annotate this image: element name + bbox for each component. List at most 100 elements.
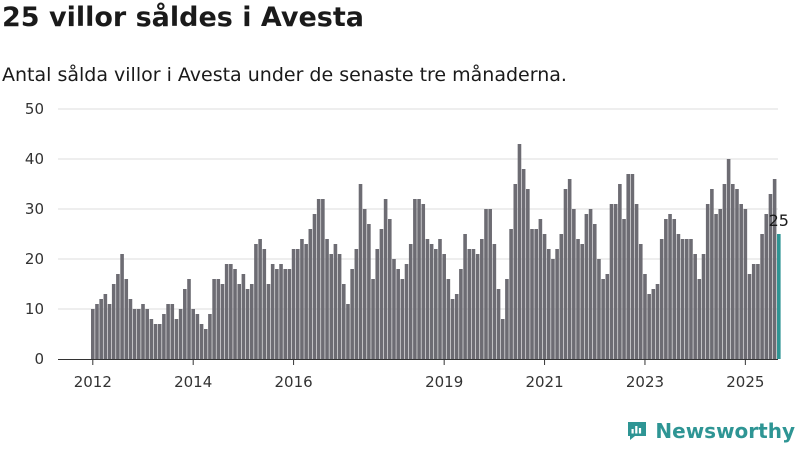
bar (521, 169, 526, 359)
bar (572, 209, 576, 359)
bar (613, 204, 618, 359)
bar (408, 244, 413, 359)
bar (162, 314, 166, 359)
bar (459, 269, 463, 359)
bar (308, 229, 313, 359)
highlight-value-label: 25 (769, 211, 789, 230)
bar (145, 309, 149, 359)
bar (120, 254, 124, 359)
bar (500, 319, 505, 359)
bar (295, 249, 300, 359)
bar (132, 309, 137, 359)
bar (191, 309, 195, 359)
bar (684, 239, 689, 359)
bar (224, 264, 229, 359)
bar (509, 229, 513, 359)
bar (751, 264, 756, 359)
bar (697, 279, 702, 359)
x-tick-label: 2023 (626, 373, 664, 391)
bar (756, 264, 760, 359)
bar (329, 254, 334, 359)
bar (187, 279, 191, 359)
x-tick-label: 2025 (726, 373, 764, 391)
bar (149, 319, 154, 359)
bar (534, 229, 538, 359)
bar (245, 289, 250, 359)
bar (442, 254, 446, 359)
bar (701, 254, 706, 359)
bar (471, 249, 476, 359)
bar (116, 274, 120, 359)
bar (643, 274, 647, 359)
bar (103, 294, 108, 359)
bar (262, 249, 267, 359)
bar (664, 219, 668, 359)
bar (567, 179, 572, 359)
bar (387, 219, 392, 359)
y-tick-label: 30 (25, 200, 44, 218)
bar (618, 184, 622, 359)
y-tick-label: 50 (25, 100, 44, 118)
bar (375, 249, 380, 359)
bar (638, 244, 643, 359)
bar (346, 304, 350, 359)
bar (358, 184, 363, 359)
chart-title: 25 villor såldes i Avesta (2, 2, 364, 33)
y-tick-label: 0 (34, 350, 44, 368)
bar (513, 184, 518, 359)
bar (609, 204, 614, 359)
bar (588, 209, 593, 359)
bar (764, 214, 769, 359)
bar (634, 204, 639, 359)
bar (304, 244, 308, 359)
bar (91, 309, 95, 359)
bar (170, 304, 175, 359)
bar (141, 304, 145, 359)
x-tick-label: 2021 (525, 373, 563, 391)
bar (203, 329, 208, 359)
bar (480, 239, 484, 359)
bar (400, 279, 405, 359)
bar (647, 294, 651, 359)
bar (99, 299, 103, 359)
bar (166, 304, 170, 359)
y-tick-label: 10 (25, 300, 44, 318)
bar-highlight (777, 234, 781, 359)
bar (229, 264, 233, 359)
bar (731, 184, 735, 359)
bar (341, 284, 346, 359)
bar (429, 244, 434, 359)
x-tick-label: 2012 (74, 373, 112, 391)
bar (580, 244, 585, 359)
bar (362, 209, 367, 359)
bar (128, 299, 133, 359)
bar (676, 234, 681, 359)
bar (333, 244, 338, 359)
bar (383, 199, 388, 359)
bar (275, 269, 279, 359)
bar (672, 219, 677, 359)
bar (726, 159, 731, 359)
bar (153, 324, 158, 359)
bar (680, 239, 685, 359)
bar (316, 199, 321, 359)
bar (137, 309, 141, 359)
x-tick-label: 2019 (425, 373, 463, 391)
bar (705, 204, 710, 359)
bar (467, 249, 472, 359)
bar (563, 189, 568, 359)
bar (597, 259, 601, 359)
bar (542, 234, 547, 359)
bar (714, 214, 718, 359)
bar (546, 249, 551, 359)
bar (174, 319, 179, 359)
bar (496, 289, 501, 359)
bar (337, 254, 342, 359)
bar (199, 324, 204, 359)
bar (396, 269, 400, 359)
bar (266, 284, 271, 359)
bar (718, 209, 723, 359)
bar (392, 259, 396, 359)
bar (651, 289, 656, 359)
bar (270, 264, 275, 359)
